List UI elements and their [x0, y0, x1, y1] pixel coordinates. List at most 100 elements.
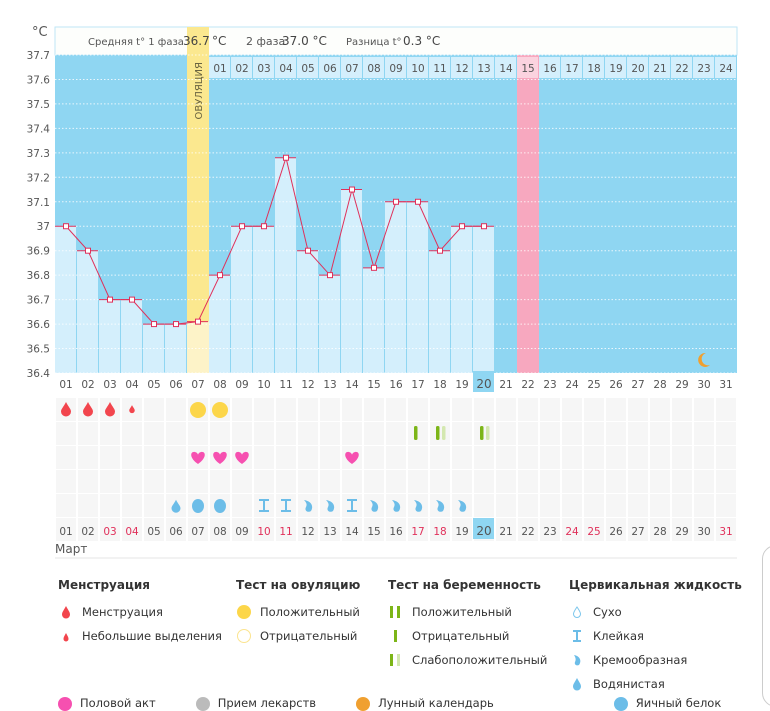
marker-cell: [364, 422, 384, 445]
dry-icon: [572, 606, 582, 618]
y-tick-label: 36.7: [27, 295, 50, 307]
day-label-bottom: 01: [59, 526, 72, 538]
marker-cell: [496, 494, 516, 517]
temperature-point: [305, 247, 311, 254]
creamy-icon: [370, 500, 379, 512]
legend-bottom-row: Половой акт Прием лекарств Лунный календ…: [58, 696, 721, 711]
legend-item: Слабоположительный: [388, 648, 547, 672]
day-label-bottom: 12: [301, 526, 314, 538]
phase2-day-cell: [715, 57, 736, 78]
phase2-day-cell: [495, 57, 516, 78]
marker-cell: [540, 446, 560, 469]
marker-cell: [78, 518, 98, 541]
marker-cell: [298, 518, 318, 541]
marker-cell: [562, 494, 582, 517]
phase2-day-cell: [517, 57, 538, 78]
heart-icon: [235, 451, 249, 464]
marker-cell: [364, 398, 384, 421]
day-label-bottom: 10: [257, 526, 270, 538]
marker-cell: [56, 494, 76, 517]
legend-item: Положительный: [236, 600, 360, 624]
legend-item: Лунный календарь: [356, 696, 494, 711]
heart-icon: [191, 451, 205, 464]
diff-value: 0.3 °C: [403, 34, 440, 48]
marker-cell: [122, 446, 142, 469]
marker-cell: [716, 398, 736, 421]
sticky-icon: [281, 499, 291, 512]
legend-item: Кремообразная: [569, 648, 742, 672]
day-label-bottom: 06: [169, 526, 183, 538]
legend-item: Отрицательный: [236, 624, 360, 648]
phase2-day-label: 03: [257, 63, 270, 75]
day-label-bottom: 24: [565, 526, 579, 538]
creamy-icon: [304, 500, 313, 512]
day-label-bottom: 14: [345, 526, 359, 538]
marker-cell: [650, 398, 670, 421]
egg-white-icon: [214, 499, 226, 513]
day-label-bottom: 09: [235, 526, 248, 538]
marker-cell: [650, 470, 670, 493]
heart-icon: [213, 451, 227, 464]
marker-cell: [210, 422, 230, 445]
marker-cell: [496, 446, 516, 469]
temperature-point: [283, 154, 289, 161]
today-highlight: [473, 518, 494, 539]
marker-cell: [474, 470, 494, 493]
day-label-top: 07: [191, 379, 204, 391]
drop-icon: [62, 606, 70, 619]
marker-cell: [408, 518, 428, 541]
legend-item: Отрицательный: [388, 624, 547, 648]
phase2-day-label: 20: [631, 63, 644, 75]
marker-cell: [320, 398, 340, 421]
marker-cell: [628, 470, 648, 493]
marker-cell: [650, 446, 670, 469]
marker-cell: [408, 446, 428, 469]
phase2-highlight-column: [517, 55, 539, 373]
marker-cell: [452, 446, 472, 469]
pregnancy-test-bar: [480, 426, 484, 440]
temperature-point: [261, 223, 267, 230]
temperature-point: [393, 198, 399, 205]
marker-cell: [584, 446, 604, 469]
phase2-day-cell: [407, 57, 428, 78]
day-label-bottom: 15: [367, 526, 380, 538]
marker-cell: [452, 518, 472, 541]
marker-cell: [320, 422, 340, 445]
marker-cell: [540, 398, 560, 421]
day-label-top: 11: [279, 379, 292, 391]
marker-cell: [672, 518, 692, 541]
marker-cell: [254, 518, 274, 541]
phase2-day-cell: [319, 57, 340, 78]
marker-cell: [606, 446, 626, 469]
marker-cell: [628, 398, 648, 421]
scroll-handle[interactable]: [762, 545, 770, 707]
ovulation-positive-icon: [212, 402, 228, 418]
phase2-day-cell: [649, 57, 670, 78]
diff-label: Разница t°: [346, 37, 402, 48]
y-tick-label: 36.9: [27, 246, 50, 258]
day-label-bottom: 27: [631, 526, 644, 538]
pregnancy-test-bar: [436, 426, 440, 440]
marker-cell: [298, 422, 318, 445]
marker-cell: [364, 470, 384, 493]
phase2-day-cell: [231, 57, 252, 78]
marker-cell: [320, 518, 340, 541]
marker-cell: [100, 470, 120, 493]
marker-cell: [562, 422, 582, 445]
marker-cell: [452, 470, 472, 493]
marker-cell: [276, 422, 296, 445]
day-label-top: 09: [235, 379, 248, 391]
phase2-day-cell: [429, 57, 450, 78]
day-label-top: 20: [476, 377, 491, 391]
marker-cell: [474, 446, 494, 469]
marker-cell: [694, 518, 714, 541]
day-label-top: 17: [411, 379, 424, 391]
phase2-day-cell: [363, 57, 384, 78]
marker-cell: [210, 470, 230, 493]
marker-cell: [584, 422, 604, 445]
temperature-bar: [77, 250, 98, 373]
weak-bar-icon: [390, 654, 400, 666]
menstruation-drop-icon: [83, 402, 93, 417]
today-highlight: [473, 371, 494, 392]
temperature-point: [173, 321, 179, 328]
